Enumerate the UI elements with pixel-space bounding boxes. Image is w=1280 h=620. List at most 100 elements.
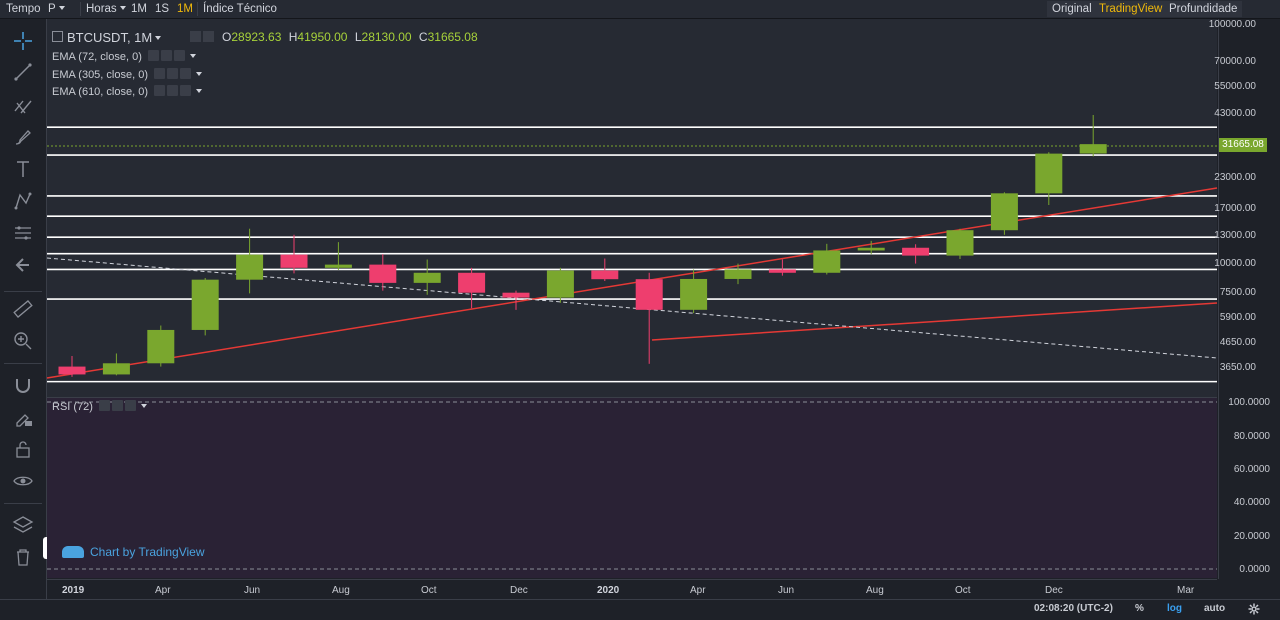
- text-icon[interactable]: [11, 157, 35, 181]
- ema-305-legend[interactable]: EMA (305, close, 0): [52, 68, 202, 82]
- interval-1month-button[interactable]: 1M: [177, 3, 193, 15]
- settings-icon[interactable]: [190, 31, 201, 42]
- pattern-icon[interactable]: [11, 189, 35, 213]
- toolbar-scroll-handle[interactable]: [43, 537, 50, 559]
- trash-icon[interactable]: [11, 545, 35, 569]
- candle-body-1: [102, 363, 130, 375]
- log-toggle[interactable]: log: [1167, 603, 1182, 614]
- ema-72-label: EMA (72, close, 0): [52, 51, 142, 63]
- collapse-icon[interactable]: [52, 31, 63, 42]
- low-label: L: [354, 30, 362, 44]
- rsi-tick: 60.0000: [1233, 464, 1270, 475]
- hide-icon: [160, 50, 172, 61]
- rsi-tick: 80.0000: [1233, 431, 1270, 442]
- percent-toggle[interactable]: %: [1135, 603, 1144, 614]
- time-tick: Dec: [1045, 585, 1063, 596]
- candle-body-4: [236, 254, 264, 280]
- watermark-text: Chart by TradingView: [90, 545, 205, 559]
- technical-index-button[interactable]: Índice Técnico: [203, 3, 277, 15]
- settings-icon: [98, 400, 110, 411]
- time-tick: Jun: [244, 585, 261, 596]
- close-icon[interactable]: [203, 31, 214, 42]
- candle-body-5: [280, 254, 308, 268]
- rsi-pane[interactable]: [47, 398, 1217, 578]
- trendline-mid: [651, 302, 1218, 341]
- candle-body-15: [724, 269, 752, 279]
- ema-610-label: EMA (610, close, 0): [52, 86, 148, 98]
- trendline-dashed: [46, 257, 1218, 359]
- price-pane[interactable]: [47, 19, 1217, 397]
- price-axis[interactable]: [1218, 19, 1280, 579]
- open-value: 28923.63: [231, 30, 282, 44]
- time-axis[interactable]: [47, 579, 1217, 600]
- candle-body-17: [813, 250, 841, 273]
- symbol-name[interactable]: BTCUSDT, 1M: [67, 30, 161, 45]
- time-tick: Apr: [690, 585, 706, 596]
- tradingview-view-button[interactable]: TradingView: [1094, 1, 1168, 17]
- symbol-legend[interactable]: BTCUSDT, 1M: [52, 30, 161, 45]
- candle-body-0: [58, 366, 86, 375]
- hours-select[interactable]: Horas: [86, 1, 126, 17]
- price-tick: 3650.00: [1219, 362, 1256, 373]
- price-tick: 55000.00: [1214, 81, 1256, 92]
- candle-body-20: [946, 230, 974, 256]
- time-tick: Aug: [332, 585, 350, 596]
- price-tick: 17000.00: [1214, 203, 1256, 214]
- price-tick: 43000.00: [1214, 108, 1256, 119]
- brush-icon[interactable]: [11, 125, 35, 149]
- candle-body-12: [591, 270, 619, 280]
- price-tick: 23000.00: [1214, 172, 1256, 183]
- close-icon: [173, 50, 185, 61]
- gear-icon[interactable]: [1248, 603, 1260, 615]
- tradingview-watermark[interactable]: Chart by TradingView: [62, 543, 205, 561]
- close-icon: [180, 68, 191, 79]
- candle-body-14: [680, 278, 708, 310]
- settings-icon: [154, 85, 165, 96]
- ema-610-legend[interactable]: EMA (610, close, 0): [52, 85, 202, 99]
- settings-icon: [147, 50, 159, 61]
- prediction-icon[interactable]: [11, 221, 35, 245]
- ema-72-legend[interactable]: EMA (72, close, 0): [52, 50, 196, 64]
- lock-icon[interactable]: [11, 437, 35, 461]
- candle-body-10: [502, 292, 530, 298]
- rsi-tick: 100.0000: [1228, 397, 1270, 408]
- hide-icon: [167, 68, 178, 79]
- magnet-icon[interactable]: [11, 373, 35, 397]
- candle-body-3: [191, 279, 219, 330]
- layers-icon[interactable]: [11, 513, 35, 537]
- close-label: C: [418, 30, 428, 44]
- price-tick: 100000.00: [1208, 19, 1256, 30]
- rsi-legend[interactable]: RSI (72): [52, 400, 147, 414]
- depth-view-button[interactable]: Profundidade: [1164, 1, 1243, 17]
- price-tick: 4650.00: [1219, 337, 1256, 348]
- low-value: 28130.00: [361, 30, 412, 44]
- candle-body-7: [369, 264, 397, 283]
- rsi-tick: 0.0000: [1239, 564, 1270, 575]
- candle-body-8: [413, 272, 441, 283]
- time-tick: Oct: [421, 585, 437, 596]
- interval-1m-button[interactable]: 1M: [131, 3, 147, 15]
- hide-icon: [111, 400, 123, 411]
- back-arrow-icon[interactable]: [11, 253, 35, 277]
- time-tick: 2020: [597, 585, 620, 596]
- ruler-icon[interactable]: [11, 297, 35, 321]
- candle-body-16: [768, 269, 796, 273]
- candle-body-22: [1035, 153, 1063, 194]
- lock-draw-icon[interactable]: [11, 405, 35, 429]
- time-tick: Oct: [955, 585, 971, 596]
- crosshair-icon[interactable]: [11, 29, 35, 53]
- eye-icon[interactable]: [11, 469, 35, 493]
- time-tick: 2019: [62, 585, 85, 596]
- candle-body-19: [902, 247, 930, 256]
- auto-toggle[interactable]: auto: [1204, 603, 1226, 614]
- trend-line-icon[interactable]: [11, 60, 35, 84]
- original-view-button[interactable]: Original: [1047, 1, 1097, 17]
- zoom-in-icon[interactable]: [11, 329, 35, 353]
- fib-icon[interactable]: [11, 93, 35, 117]
- price-tick: 7500.00: [1219, 287, 1256, 298]
- high-label: H: [288, 30, 298, 44]
- time-tick: Apr: [155, 585, 171, 596]
- interval-1s-button[interactable]: 1S: [155, 3, 170, 15]
- period-select[interactable]: P: [48, 1, 65, 17]
- bottom-bar: [0, 599, 1280, 620]
